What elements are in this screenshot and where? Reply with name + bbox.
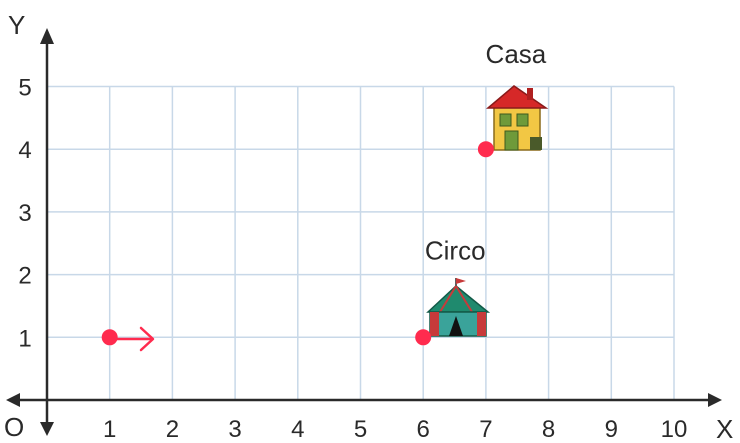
y-tick-label: 5 (18, 75, 31, 102)
house-icon (485, 85, 549, 151)
y-axis-down-arrowhead (40, 422, 54, 436)
circus-tent-icon (426, 278, 491, 337)
x-axis-back-arrowhead (6, 393, 20, 407)
arrow-right-icon (116, 326, 155, 352)
x-axis-arrowhead (708, 393, 722, 407)
x-tick-labels: 1 2 3 4 5 6 7 8 9 10 (103, 416, 687, 443)
y-tick-labels: 1 2 3 4 5 (18, 75, 31, 353)
x-tick-label: 1 (103, 416, 116, 443)
y-axis-arrowhead (40, 28, 54, 44)
point-casa (477, 141, 494, 158)
x-tick-label: 10 (661, 416, 688, 443)
point-circo (415, 329, 432, 346)
y-axis-label: Y (8, 10, 25, 40)
y-tick-label: 3 (18, 200, 31, 227)
origin-label: O (4, 412, 24, 442)
x-tick-label: 6 (417, 416, 430, 443)
y-tick-label: 1 (18, 325, 31, 352)
x-tick-label: 9 (605, 416, 618, 443)
x-tick-label: 7 (479, 416, 492, 443)
point-label-circo: Circo (425, 235, 486, 265)
x-tick-label: 8 (542, 416, 555, 443)
plotted-points (101, 141, 494, 346)
x-tick-label: 3 (228, 416, 241, 443)
grid-lines (47, 85, 675, 400)
y-tick-label: 4 (18, 137, 31, 164)
point-label-casa: Casa (486, 39, 547, 69)
x-tick-label: 4 (291, 416, 304, 443)
x-tick-label: 5 (354, 416, 367, 443)
point-start (101, 329, 118, 346)
y-tick-label: 2 (18, 263, 31, 290)
axes (6, 28, 722, 436)
x-axis-label: X (716, 414, 733, 443)
x-tick-label: 2 (166, 416, 179, 443)
